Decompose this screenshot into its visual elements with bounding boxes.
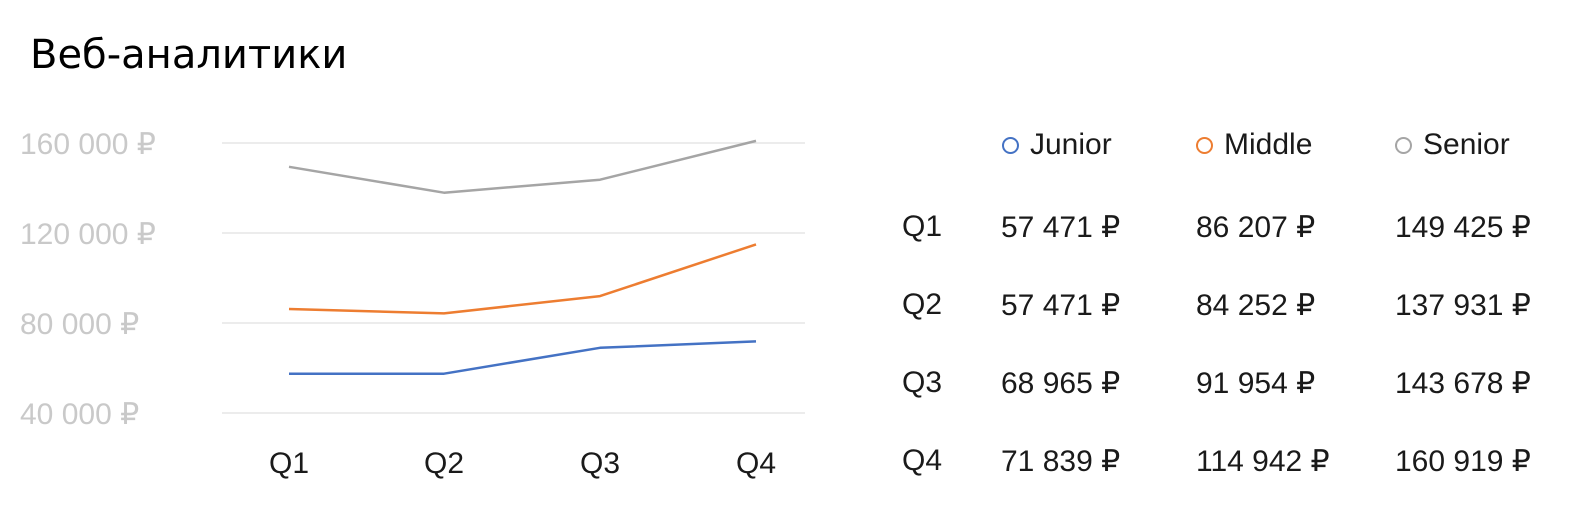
table-row-label: Q4 [902,444,943,477]
x-tick-label: Q2 [424,447,464,480]
table-row-label: Q3 [902,366,943,399]
table-cell: 91 954 ₽ [1196,367,1316,400]
table-cell: 68 965 ₽ [1001,367,1121,400]
x-tick-label: Q1 [269,447,309,480]
x-tick-label: Q4 [736,447,776,480]
table-row-label: Q2 [902,288,943,321]
series-line-junior [289,340,757,375]
y-tick-label: 160 000 ₽ [20,128,156,161]
series-line-senior [288,139,757,194]
table-cell: 143 678 ₽ [1395,367,1531,400]
table-cell: 160 919 ₽ [1395,445,1531,478]
table-cell: 149 425 ₽ [1395,211,1531,244]
table-row-label: Q1 [902,210,943,243]
table-cell: 86 207 ₽ [1196,211,1316,244]
y-tick-label: 80 000 ₽ [20,308,139,341]
table-cell: 114 942 ₽ [1196,445,1330,478]
y-tick-label: 40 000 ₽ [20,398,139,431]
table-cell: 137 931 ₽ [1395,289,1531,322]
legend-item-junior: Junior [1002,128,1112,162]
table-cell: 57 471 ₽ [1001,289,1121,322]
legend-label: Senior [1423,128,1510,161]
legend-label: Middle [1224,128,1313,161]
legend-marker-icon [1196,136,1213,154]
legend-marker-icon [1002,136,1019,154]
legend-label: Junior [1030,128,1112,161]
table-cell: 57 471 ₽ [1001,211,1121,244]
table-cell: 71 839 ₽ [1001,445,1121,478]
series-line-middle [288,243,757,315]
line-chart: 40 000 ₽ 80 000 ₽ 120 000 ₽ 160 000 ₽ Q1 Q2 Q3… [20,128,805,480]
legend-item-middle: Middle [1196,128,1312,162]
x-tick-label: Q3 [580,447,620,480]
page-title: Веб-аналитики [30,32,348,78]
legend-item-senior: Senior [1395,128,1510,162]
legend-marker-icon [1395,136,1412,154]
table-cell: 84 252 ₽ [1196,289,1316,322]
y-tick-label: 120 000 ₽ [20,218,156,251]
